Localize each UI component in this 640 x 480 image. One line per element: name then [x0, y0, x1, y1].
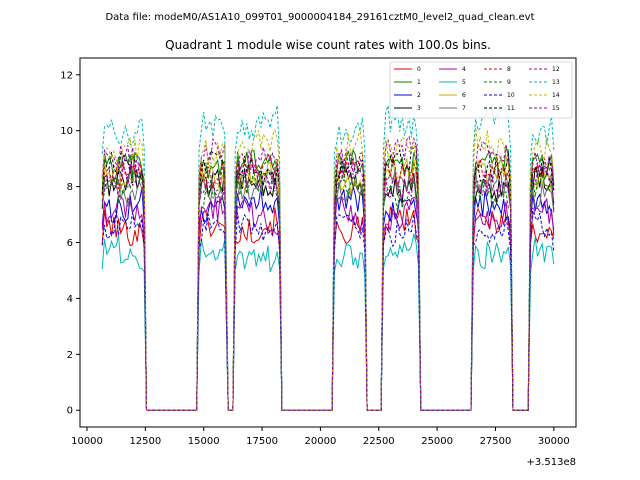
legend-label-2: 2 [417, 92, 421, 99]
chart-title: Quadrant 1 module wise count rates with … [165, 38, 491, 52]
suptitle: Data file: modeM0/AS1A10_099T01_90000041… [105, 12, 534, 23]
legend-label-8: 8 [507, 66, 511, 73]
legend-label-3: 3 [417, 105, 421, 112]
y-tick-label: 6 [67, 238, 73, 249]
series-line-15 [101, 162, 555, 411]
series-line-12 [101, 135, 555, 411]
y-tick-label: 4 [67, 294, 73, 305]
x-offset-label: +3.513e8 [526, 457, 576, 468]
legend-label-9: 9 [507, 79, 511, 86]
y-tick-label: 8 [67, 182, 73, 193]
series-layer [101, 103, 555, 411]
x-tick-label: 25000 [421, 436, 453, 447]
legend-label-10: 10 [507, 92, 515, 99]
y-tick-label: 10 [60, 126, 73, 137]
legend-label-5: 5 [462, 79, 466, 86]
y-tick-label: 0 [67, 406, 73, 417]
series-line-9 [101, 168, 555, 411]
x-tick-label: 12500 [129, 436, 161, 447]
legend-label-6: 6 [462, 92, 466, 99]
legend-label-0: 0 [417, 66, 421, 73]
y-tick-label: 2 [67, 350, 73, 361]
x-tick-label: 22500 [363, 436, 395, 447]
x-tick-label: 15000 [188, 436, 220, 447]
legend-label-7: 7 [462, 105, 466, 112]
legend-label-14: 14 [552, 92, 560, 99]
x-tick-label: 10000 [71, 436, 103, 447]
series-line-14 [101, 127, 555, 411]
legend-label-1: 1 [417, 79, 421, 86]
legend-label-15: 15 [552, 105, 560, 112]
legend-label-12: 12 [552, 66, 560, 73]
x-tick-label: 17500 [246, 436, 278, 447]
y-axis: 0 2 4 6 8 10 12 [60, 70, 80, 417]
x-tick-label: 20000 [305, 436, 337, 447]
legend-label-11: 11 [507, 105, 515, 112]
x-tick-label: 30000 [538, 436, 570, 447]
y-tick-label: 12 [60, 70, 73, 81]
legend-label-13: 13 [552, 79, 560, 86]
legend-box [389, 61, 573, 119]
legend-label-4: 4 [462, 66, 466, 73]
x-axis: 10000 12500 15000 17500 20000 22500 25000 27500… [71, 427, 570, 447]
x-tick-label: 27500 [480, 436, 512, 447]
